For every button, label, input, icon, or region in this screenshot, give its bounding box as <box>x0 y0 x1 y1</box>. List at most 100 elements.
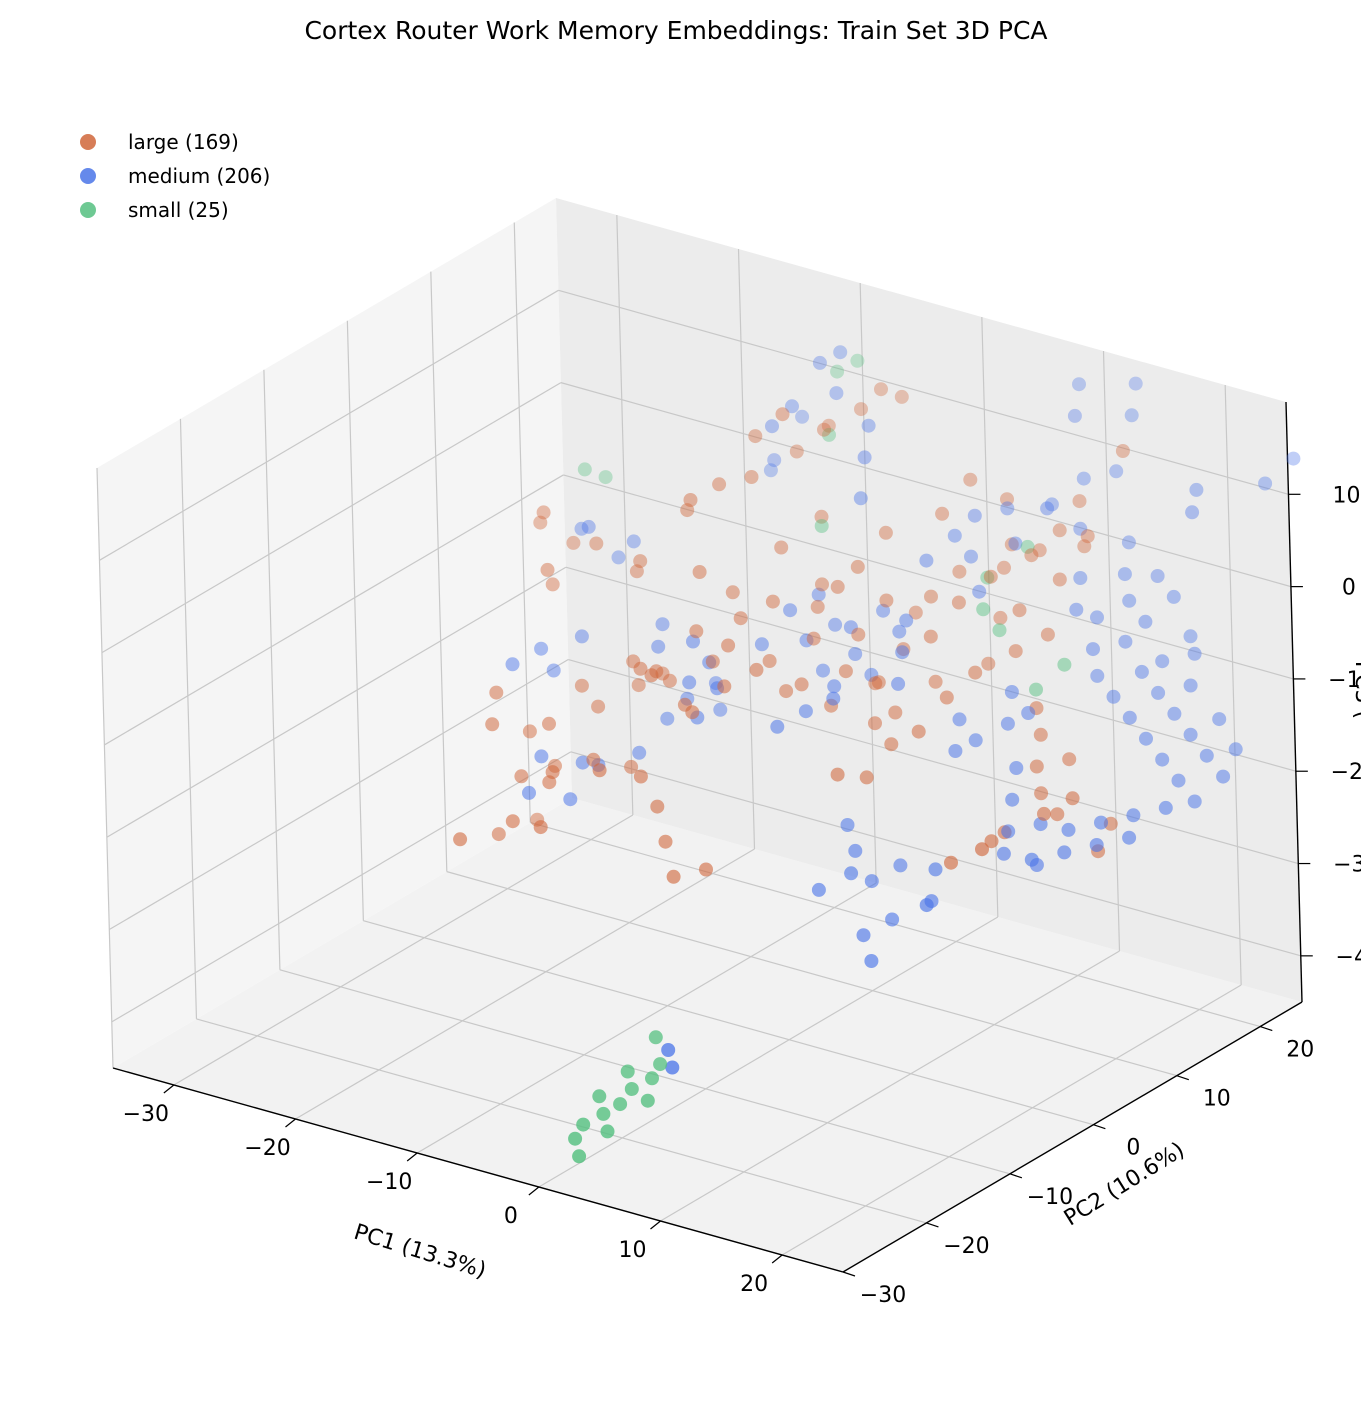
z-gridline <box>111 751 572 1023</box>
point-medium <box>713 702 728 717</box>
point-medium <box>1134 664 1149 679</box>
point-large <box>633 554 648 569</box>
point-small <box>830 364 845 379</box>
point-medium <box>1128 376 1143 391</box>
tick-labels: −30 −20 −10 0 10 20 −30 −20 −10 0 10 20 −40 −30 −20 −10… <box>123 483 1361 1308</box>
x-tick-label: −10 <box>366 1170 412 1195</box>
point-large <box>712 477 727 492</box>
point-large <box>545 577 560 592</box>
z-gridline <box>563 474 1294 680</box>
point-medium <box>651 639 666 654</box>
point-large <box>868 716 882 731</box>
point-medium <box>1216 769 1231 784</box>
point-medium <box>1139 731 1153 746</box>
point-medium <box>891 676 906 691</box>
point-medium <box>661 1043 676 1057</box>
point-large <box>779 684 794 699</box>
y-tick-label: 0 <box>1126 1136 1140 1161</box>
x-gridline <box>781 984 1242 1256</box>
x-tick-mark <box>285 1118 296 1128</box>
point-medium <box>1086 642 1100 657</box>
point-large <box>1004 537 1019 552</box>
z-gridline <box>570 751 1301 957</box>
y-tick-mark <box>1093 1124 1106 1130</box>
point-small <box>648 1030 663 1045</box>
point-small <box>572 1149 587 1164</box>
point-large <box>935 506 950 521</box>
point-large <box>789 444 804 459</box>
point-medium <box>754 637 769 652</box>
point-large <box>884 737 899 752</box>
point-large <box>1033 727 1048 742</box>
floor-pane <box>113 798 1302 1272</box>
point-large <box>683 493 698 507</box>
point-medium <box>626 534 641 549</box>
y-gridline <box>446 871 1177 1077</box>
y-gridline <box>279 969 1011 1175</box>
point-large <box>775 407 790 422</box>
left-wall-pane <box>97 198 572 1068</box>
y-gridline <box>96 467 114 1069</box>
point-large <box>830 767 845 782</box>
point-medium <box>812 355 827 370</box>
point-large <box>1032 543 1047 558</box>
y-gridline <box>346 320 364 921</box>
point-medium <box>783 603 798 618</box>
point-large <box>1065 791 1080 806</box>
z-gridline <box>568 658 1299 865</box>
point-medium <box>844 866 859 881</box>
point-medium <box>919 898 934 913</box>
y-tick-label: −30 <box>860 1283 906 1308</box>
axis-lines <box>112 401 1303 1273</box>
point-large <box>1077 539 1092 554</box>
y-gridline <box>196 1018 927 1224</box>
point-medium <box>611 550 626 565</box>
point-large <box>1024 548 1039 563</box>
point-medium <box>829 386 844 401</box>
y-tick-mark <box>1009 1173 1023 1179</box>
point-large <box>871 675 886 690</box>
point-medium <box>1138 614 1153 629</box>
point-large <box>850 559 865 574</box>
point-medium <box>972 584 987 599</box>
point-medium <box>1121 535 1136 550</box>
point-small <box>577 462 592 477</box>
point-medium <box>892 624 907 639</box>
point-medium <box>928 862 943 877</box>
x-tick-label: 20 <box>740 1272 768 1297</box>
point-medium <box>1212 712 1227 727</box>
point-large <box>924 589 938 604</box>
y-gridline <box>263 369 281 970</box>
point-medium <box>848 647 863 661</box>
point-large <box>533 820 548 835</box>
point-large <box>725 585 740 600</box>
point-large <box>662 673 677 688</box>
point-large <box>1012 603 1027 618</box>
point-medium <box>1044 497 1059 512</box>
point-large <box>644 668 659 683</box>
point-medium <box>1089 838 1104 852</box>
point-large <box>574 678 589 693</box>
point-large <box>1080 529 1095 544</box>
point-medium <box>1090 668 1105 683</box>
point-small <box>1020 539 1035 554</box>
point-medium <box>1004 685 1019 699</box>
point-large <box>514 769 529 784</box>
point-large <box>814 509 829 524</box>
point-medium <box>1150 569 1165 583</box>
point-medium <box>816 663 830 678</box>
point-medium <box>833 345 848 360</box>
point-large <box>589 536 604 551</box>
point-large <box>859 770 874 785</box>
point-medium <box>1155 654 1170 669</box>
point-large <box>748 429 763 444</box>
point-medium <box>1094 815 1108 830</box>
point-large <box>522 724 537 739</box>
legend-label: small (25) <box>128 198 229 222</box>
point-large <box>975 842 989 857</box>
point-medium <box>1009 761 1024 775</box>
point-small <box>645 1071 659 1086</box>
point-medium <box>861 418 876 433</box>
point-medium <box>575 755 590 770</box>
point-large <box>765 594 780 609</box>
